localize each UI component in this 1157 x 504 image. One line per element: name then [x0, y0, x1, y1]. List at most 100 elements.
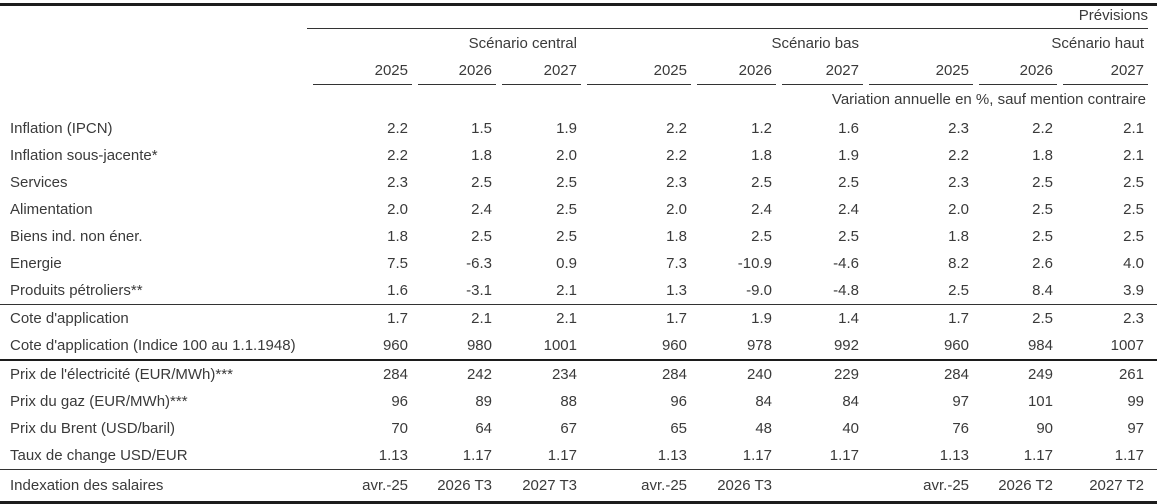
year-header: 2027 — [502, 59, 581, 85]
section-divider — [0, 304, 1157, 305]
value-cell: 2.5 — [1032, 174, 1053, 191]
value-cell: 1.17 — [742, 447, 772, 464]
table-row: Inflation (IPCN) 2.2 1.5 1.9 2.2 1.2 1.6 2.3 2.2… — [0, 115, 1148, 142]
value-cell: 2.5 — [948, 282, 969, 299]
value-cell: 1.7 — [387, 310, 408, 327]
table-row: Biens ind. non éner. 1.8 2.5 2.5 1.8 2.5 2.5 1.… — [0, 223, 1148, 250]
value-cell: 1.17 — [1023, 447, 1053, 464]
value-cell: 2.6 — [1032, 255, 1053, 272]
scenario-header-row: Scénario central Scénario bas Scénario h… — [0, 29, 1148, 59]
row-label: Indexation des salaires — [10, 477, 164, 494]
value-cell: 960 — [943, 337, 969, 354]
row-label: Inflation sous-jacente* — [10, 147, 158, 164]
value-cell: 2.3 — [948, 174, 969, 191]
value-cell: 2.4 — [471, 201, 492, 218]
value-cell: 2.3 — [387, 174, 408, 191]
row-label: Cote d'application — [10, 310, 129, 327]
year-header: 2025 — [587, 59, 691, 85]
row-label: Alimentation — [10, 201, 93, 218]
scenario-bas-label: Scénario bas — [771, 35, 859, 52]
row-label: Services — [10, 174, 68, 191]
value-cell: avr.-25 — [641, 477, 687, 494]
value-cell: 2.5 — [1032, 310, 1053, 327]
row-label: Inflation (IPCN) — [10, 120, 113, 137]
value-cell: -4.8 — [833, 282, 859, 299]
value-cell: 65 — [670, 420, 687, 437]
value-cell: 96 — [670, 393, 687, 410]
row-label: Prix du Brent (USD/baril) — [10, 420, 176, 437]
value-cell: 229 — [833, 366, 859, 383]
year-header: 2025 — [313, 59, 412, 85]
value-cell: 97 — [952, 393, 969, 410]
table-row: Alimentation 2.0 2.4 2.5 2.0 2.4 2.4 2.0 2.5 2.5 — [0, 196, 1148, 223]
value-cell: avr.-25 — [923, 477, 969, 494]
value-cell: 1.17 — [829, 447, 859, 464]
row-label: Prix du gaz (EUR/MWh)*** — [10, 393, 188, 410]
value-cell: 2026 T3 — [437, 477, 492, 494]
value-cell: 2026 T2 — [998, 477, 1053, 494]
value-cell: 960 — [382, 337, 408, 354]
table-row: Services 2.3 2.5 2.5 2.3 2.5 2.5 2.3 2.5 2.5 — [0, 169, 1148, 196]
table-row: Cote d'application (Indice 100 au 1.1.19… — [0, 332, 1148, 359]
value-cell: 2.1 — [1123, 147, 1144, 164]
value-cell: 1.13 — [657, 447, 687, 464]
value-cell: 2.1 — [556, 282, 577, 299]
value-cell: 2.1 — [556, 310, 577, 327]
value-cell: 2.0 — [948, 201, 969, 218]
value-cell: -10.9 — [737, 255, 772, 272]
unit-note: Variation annuelle en %, sauf mention co… — [831, 91, 1146, 108]
value-cell: 2.2 — [666, 120, 687, 137]
value-cell: 70 — [391, 420, 408, 437]
value-cell: 2.2 — [948, 147, 969, 164]
table-row: Energie 7.5 -6.3 0.9 7.3 -10.9 -4.6 8.2 2.6 4.0 — [0, 250, 1148, 277]
value-cell: 84 — [842, 393, 859, 410]
value-cell: 2.5 — [471, 174, 492, 191]
value-cell: 0.9 — [556, 255, 577, 272]
forecast-table: Prévisions Scénario central Scénario bas… — [0, 3, 1157, 504]
year-header: 2027 — [782, 59, 863, 85]
value-cell: 1.17 — [462, 447, 492, 464]
value-cell: 2.2 — [387, 147, 408, 164]
table-row: Taux de change USD/EUR 1.13 1.17 1.17 1.13 1.… — [0, 442, 1148, 469]
value-cell: 2.2 — [387, 120, 408, 137]
value-cell: 2.5 — [1032, 201, 1053, 218]
value-cell: 1.8 — [666, 228, 687, 245]
value-cell: 978 — [746, 337, 772, 354]
value-cell: 84 — [755, 393, 772, 410]
value-cell: 1.4 — [838, 310, 859, 327]
value-cell: 1.8 — [948, 228, 969, 245]
row-label: Prix de l'électricité (EUR/MWh)*** — [10, 366, 233, 383]
value-cell: 2.2 — [1032, 120, 1053, 137]
table-row: Prix du gaz (EUR/MWh)*** 96 89 88 96 84 84 97 10… — [0, 388, 1148, 415]
value-cell: -9.0 — [746, 282, 772, 299]
value-cell: 2.5 — [751, 174, 772, 191]
value-cell: 2.5 — [556, 201, 577, 218]
table-row: Prix du Brent (USD/baril) 70 64 67 65 48 40 76 9… — [0, 415, 1148, 442]
value-cell: 8.2 — [948, 255, 969, 272]
value-cell: 2.5 — [471, 228, 492, 245]
value-cell: 980 — [466, 337, 492, 354]
value-cell: 2.1 — [1123, 120, 1144, 137]
value-cell: 96 — [391, 393, 408, 410]
scenario-central-label: Scénario central — [468, 35, 577, 52]
value-cell: 1.8 — [751, 147, 772, 164]
value-cell: 2.5 — [751, 228, 772, 245]
value-cell: 1.5 — [471, 120, 492, 137]
year-header-row: 2025 2026 2027 2025 2026 2027 2025 2026 2027 — [0, 59, 1148, 85]
year-header: 2026 — [979, 59, 1057, 85]
value-cell: 1.9 — [556, 120, 577, 137]
row-label: Biens ind. non éner. — [10, 228, 143, 245]
year-header: 2026 — [697, 59, 776, 85]
table-row: Indexation des salaires avr.-25 2026 T3 202… — [0, 470, 1148, 501]
value-cell: 2.3 — [1123, 310, 1144, 327]
value-cell: 2026 T3 — [717, 477, 772, 494]
table-row: Prix de l'électricité (EUR/MWh)*** 284 242… — [0, 361, 1148, 388]
unit-note-row: Variation annuelle en %, sauf mention co… — [0, 85, 1148, 115]
value-cell: 234 — [551, 366, 577, 383]
value-cell: 2.4 — [838, 201, 859, 218]
value-cell: 2.5 — [838, 228, 859, 245]
value-cell: 261 — [1118, 366, 1144, 383]
table-row: Inflation sous-jacente* 2.2 1.8 2.0 2.2 1.8 1.… — [0, 142, 1148, 169]
value-cell: 99 — [1127, 393, 1144, 410]
value-cell: 90 — [1036, 420, 1053, 437]
